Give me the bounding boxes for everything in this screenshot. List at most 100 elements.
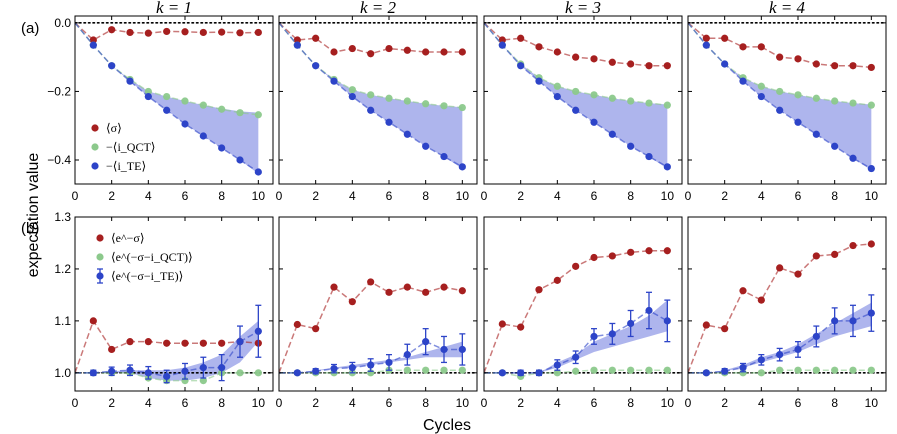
legend-a-entry-2: −⟨i_QCT⟩ <box>91 140 155 154</box>
panel-b3-te-point <box>498 369 506 377</box>
panel-b3-xtick-label: 2 <box>517 396 524 410</box>
panel-b2-sigma-point <box>403 283 411 291</box>
panel-a1-xtick-label: 2 <box>108 189 115 203</box>
panel-label-a: (a) <box>21 20 39 37</box>
panel-a3-te-point <box>572 106 580 114</box>
panel-a3-sigma-point <box>535 43 543 51</box>
panel-a4-sigma-line <box>688 22 872 69</box>
panel-a3-te-point <box>627 142 635 150</box>
panel-b1-sigma-point <box>89 317 97 325</box>
panel-b2-sigma-point <box>348 298 356 306</box>
panel-a2-sigma-point <box>440 48 448 56</box>
panel-a2-xtick-label: 8 <box>422 189 429 203</box>
panel-a3-te-point <box>645 152 653 161</box>
panel-a2-qct-point <box>440 102 448 110</box>
panel-a2-sigma-point <box>458 48 466 56</box>
panel-a3-te-point <box>608 130 616 138</box>
panel-b4-plot-area <box>688 240 886 377</box>
panel-b1-plot-area <box>75 304 273 385</box>
panel-b1-sigma-point <box>218 339 226 347</box>
column-title-k3: k = 3 <box>565 0 601 17</box>
panel-a1-sigma-point <box>218 28 226 36</box>
panel-b2-te-point <box>422 338 430 346</box>
panel-a1-ytick-label: 0.0 <box>54 16 71 30</box>
panel-a3-plot-area <box>484 22 682 171</box>
panel-b2-qct-point <box>440 366 448 374</box>
panel-b3-te-point <box>553 361 561 369</box>
legend-a-label-2: −⟨i_QCT⟩ <box>106 140 155 154</box>
panel-a1-te-point <box>144 92 152 101</box>
panel-b4-qct-point <box>849 366 857 374</box>
panel-b2-sigma-point <box>367 278 375 286</box>
panel-a1-sigma-point <box>181 28 189 36</box>
panel-b1-sigma-point <box>199 339 207 347</box>
panel-b2-xtick-label: 8 <box>422 396 429 410</box>
panel-b3-sigma-point <box>553 276 561 284</box>
panel-a3-te-point <box>663 163 671 171</box>
panel-b4-sigma-point <box>849 241 857 250</box>
panel-b4-sigma-point <box>831 250 839 258</box>
panel-a2-qct-point <box>403 97 411 105</box>
panel-b1-sigma-point <box>181 339 189 347</box>
panel-b2-xtick-label: 4 <box>349 396 356 410</box>
panel-b4-xtick-label: 4 <box>758 396 765 410</box>
panel-a2-qct-point <box>458 103 466 112</box>
panel-b4-frame <box>687 216 887 392</box>
panel-b3-xtick-label: 4 <box>554 396 561 410</box>
panel-b4-sigma-point <box>739 287 747 295</box>
panel-a2-sigma-point <box>293 36 301 44</box>
panel-a4-te-band <box>688 22 872 171</box>
panel-b1-xtick-label: 6 <box>182 396 189 410</box>
panel-a4-te-point <box>812 130 820 138</box>
panel-a1-ytick-label: −0.4 <box>47 153 71 167</box>
x-axis-label: Cycles <box>423 417 471 434</box>
panel-a4-frame <box>687 15 887 185</box>
legend-b-entry-3: ⟨e^(−σ−i_TE)⟩ <box>96 268 183 284</box>
panel-a4-te-point <box>702 41 710 49</box>
panel-a4-sigma-point <box>849 62 857 70</box>
panel-b1-te-point <box>108 367 116 375</box>
panel-a1-te-point <box>163 106 171 114</box>
panel-b2-te-point <box>458 345 466 354</box>
panel-a4-xtick-label: 2 <box>721 189 728 203</box>
panel-a1-xtick-label: 4 <box>145 189 152 203</box>
panel-a3-te-point <box>553 92 561 101</box>
panel-b2-frame <box>278 216 478 392</box>
panel-a4-te-point <box>831 142 839 150</box>
panel-b4-sigma-line <box>688 243 872 374</box>
panel-b4-te-point <box>721 367 729 375</box>
legend-a-entry-1: ⟨σ⟩ <box>91 121 122 135</box>
panel-a1-te-point <box>126 77 134 85</box>
panel-a2-te-point <box>403 130 411 138</box>
panel-b4-qct-point <box>812 366 820 374</box>
panel-b1-te-point <box>236 338 244 346</box>
panel-a3-xtick-label: 8 <box>627 189 634 203</box>
panel-b4-qct-point <box>776 366 784 374</box>
panel-a2-xtick-label: 4 <box>349 189 356 203</box>
column-titles: k = 1 k = 2 k = 3 k = 4 <box>156 0 806 17</box>
legend-b-marker-3 <box>96 272 104 280</box>
panel-a4-sigma-point <box>794 55 802 63</box>
panel-a1-sigma-point <box>236 29 244 37</box>
panel-b4-sigma-point <box>794 270 802 278</box>
panel-b3-qct-point <box>553 369 561 377</box>
panel-b2-te-point <box>440 345 448 354</box>
legend-b-entry-1: ⟨e^−σ⟩ <box>96 231 145 245</box>
panel-b3-sigma-point <box>498 320 506 328</box>
panel-a3: 0 2 4 6 8 10 <box>481 15 683 203</box>
panel-a4-sigma-point <box>757 43 765 51</box>
panel-a2-xtick-label: 0 <box>276 189 283 203</box>
panel-b2-sigma-point <box>293 320 301 329</box>
panel-b3-xtick-label: 8 <box>627 396 634 410</box>
panel-a4-plot-area <box>688 22 886 173</box>
panel-a2-te-point <box>422 142 430 150</box>
panel-b1-sigma-point <box>126 338 134 346</box>
panel-a3-xtick-label: 6 <box>591 189 598 203</box>
panel-a3-qct-point <box>663 101 671 109</box>
panel-a2-te-point <box>312 62 320 70</box>
panel-b4-sigma-point <box>702 321 710 329</box>
panel-a2: 0 2 4 6 8 10 <box>276 15 478 203</box>
panel-a3-sigma-point <box>645 62 653 70</box>
panel-a3-xtick-label: 10 <box>661 189 675 203</box>
